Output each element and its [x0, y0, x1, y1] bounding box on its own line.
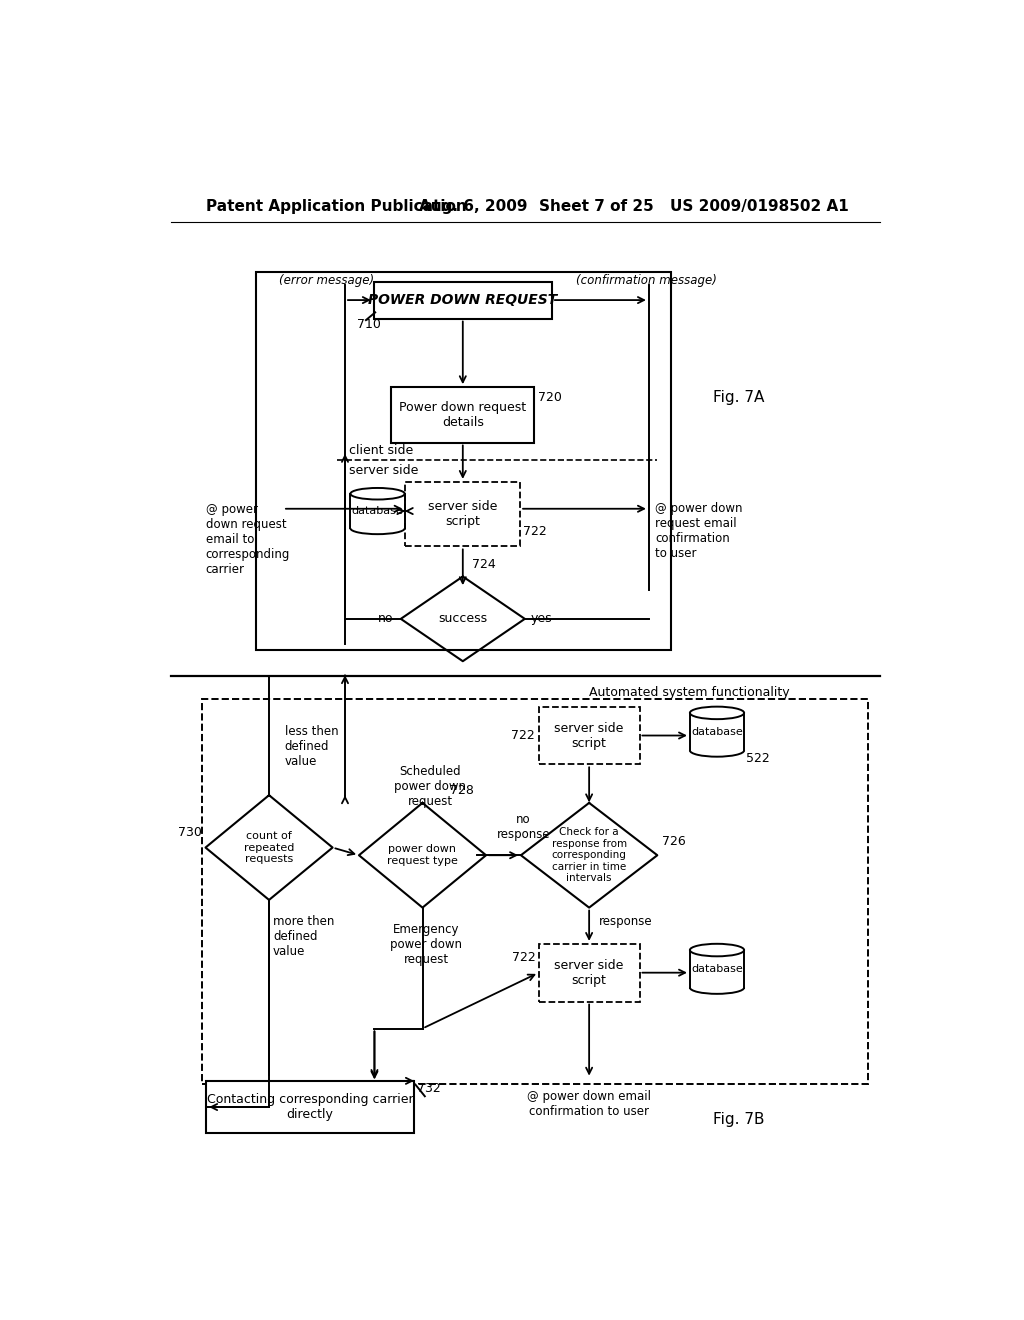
- Text: 720: 720: [539, 391, 562, 404]
- Text: (error message): (error message): [280, 273, 374, 286]
- Text: @ power down
request email
confirmation
to user: @ power down request email confirmation …: [655, 502, 742, 560]
- Text: @ power
down request
email to
corresponding
carrier: @ power down request email to correspond…: [206, 503, 290, 577]
- Bar: [206, 1081, 414, 1133]
- Text: @ power down email
confirmation to user: @ power down email confirmation to user: [527, 1090, 651, 1118]
- Text: 722: 722: [511, 729, 535, 742]
- Text: 732: 732: [417, 1082, 440, 1096]
- Text: database: database: [691, 727, 742, 737]
- Text: server side
script: server side script: [428, 500, 498, 528]
- Bar: [256, 272, 671, 649]
- Text: Power down request
details: Power down request details: [399, 401, 526, 429]
- Text: no: no: [378, 612, 393, 626]
- Text: server side
script: server side script: [554, 722, 624, 750]
- Text: 710: 710: [356, 318, 381, 331]
- Bar: [374, 281, 552, 318]
- Text: Fig. 7A: Fig. 7A: [713, 389, 765, 405]
- Text: power down
request type: power down request type: [387, 845, 458, 866]
- Text: Fig. 7B: Fig. 7B: [713, 1111, 765, 1127]
- Text: server side
script: server side script: [554, 958, 624, 986]
- Text: database: database: [691, 964, 742, 974]
- Text: response: response: [598, 915, 652, 928]
- Text: Check for a
response from
corresponding
carrier in time
intervals: Check for a response from corresponding …: [552, 828, 627, 883]
- Text: 722: 722: [523, 524, 547, 537]
- Text: Aug. 6, 2009: Aug. 6, 2009: [419, 199, 527, 214]
- Text: 722: 722: [512, 952, 536, 964]
- Text: (confirmation message): (confirmation message): [575, 273, 717, 286]
- Bar: [539, 944, 640, 1002]
- Text: no
response: no response: [497, 813, 550, 841]
- Text: US 2009/0198502 A1: US 2009/0198502 A1: [671, 199, 849, 214]
- Text: less then
defined
value: less then defined value: [285, 725, 338, 768]
- Text: success: success: [438, 612, 487, 626]
- Text: Emergency
power down
request: Emergency power down request: [390, 923, 463, 966]
- Bar: [202, 700, 868, 1084]
- Ellipse shape: [690, 706, 744, 719]
- Text: 728: 728: [451, 784, 474, 797]
- Text: 724: 724: [472, 557, 496, 570]
- Text: database: database: [351, 506, 403, 516]
- Text: POWER DOWN REQUEST: POWER DOWN REQUEST: [369, 293, 557, 308]
- Text: Automated system functionality: Automated system functionality: [589, 685, 790, 698]
- Bar: [539, 706, 640, 764]
- Text: client side: client side: [349, 444, 413, 457]
- Text: server side: server side: [349, 463, 418, 477]
- Bar: [391, 387, 535, 442]
- Bar: [406, 482, 520, 546]
- Text: Scheduled
power down
request: Scheduled power down request: [394, 764, 466, 808]
- Text: 522: 522: [746, 752, 770, 766]
- Text: count of
repeated
requests: count of repeated requests: [244, 832, 294, 865]
- Ellipse shape: [690, 944, 744, 956]
- Text: 726: 726: [662, 834, 686, 847]
- Text: Sheet 7 of 25: Sheet 7 of 25: [539, 199, 653, 214]
- Text: Patent Application Publication: Patent Application Publication: [206, 199, 466, 214]
- Text: 730: 730: [178, 825, 202, 838]
- Ellipse shape: [350, 488, 404, 499]
- Text: yes: yes: [531, 612, 553, 626]
- Text: more then
defined
value: more then defined value: [273, 915, 334, 958]
- Text: Contacting corresponding carrier
directly: Contacting corresponding carrier directl…: [207, 1093, 414, 1121]
